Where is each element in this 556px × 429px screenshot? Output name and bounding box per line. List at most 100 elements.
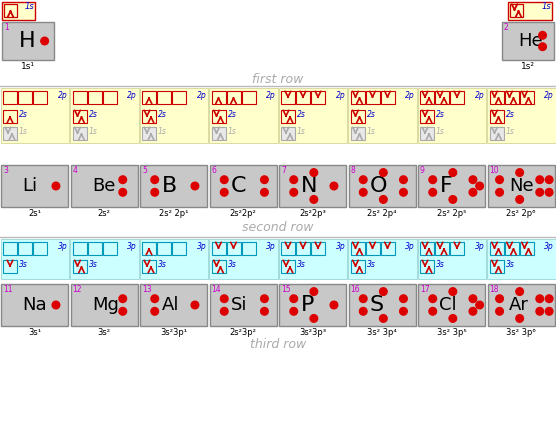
- Bar: [210, 284, 276, 326]
- Bar: [70, 88, 138, 143]
- Bar: [157, 242, 171, 255]
- Bar: [489, 91, 504, 104]
- Text: 3: 3: [3, 166, 8, 175]
- Bar: [72, 260, 87, 273]
- Text: 2p: 2p: [266, 91, 276, 100]
- Circle shape: [400, 188, 407, 196]
- Circle shape: [261, 308, 268, 315]
- Text: 3s: 3s: [88, 260, 97, 269]
- Text: 3s¹: 3s¹: [28, 328, 41, 337]
- Circle shape: [469, 176, 476, 184]
- Text: 3p: 3p: [266, 242, 276, 251]
- Text: 11: 11: [3, 285, 12, 294]
- Text: 14: 14: [211, 285, 221, 294]
- Circle shape: [449, 314, 456, 322]
- Circle shape: [220, 176, 228, 184]
- Text: 1s¹: 1s¹: [21, 62, 35, 71]
- Bar: [450, 91, 464, 104]
- Bar: [504, 242, 519, 255]
- Text: 2s² 2p⁵: 2s² 2p⁵: [437, 209, 466, 218]
- Text: F: F: [439, 176, 452, 196]
- Circle shape: [261, 295, 268, 302]
- Bar: [281, 260, 295, 273]
- Text: 2p: 2p: [336, 91, 345, 100]
- Circle shape: [469, 308, 476, 315]
- Bar: [504, 91, 519, 104]
- Bar: [140, 239, 208, 279]
- Bar: [172, 91, 186, 104]
- Circle shape: [290, 308, 297, 315]
- Bar: [489, 242, 504, 255]
- Circle shape: [536, 188, 544, 196]
- Text: 2p: 2p: [405, 91, 415, 100]
- Text: 1s: 1s: [227, 127, 236, 136]
- Text: 3p: 3p: [197, 242, 206, 251]
- Circle shape: [476, 301, 483, 309]
- Circle shape: [359, 295, 367, 302]
- Bar: [211, 91, 226, 104]
- Bar: [1, 165, 68, 207]
- Text: N: N: [300, 176, 317, 196]
- Text: Be: Be: [92, 177, 115, 195]
- Circle shape: [52, 301, 59, 309]
- Bar: [418, 165, 485, 207]
- Bar: [420, 110, 434, 123]
- Circle shape: [310, 288, 317, 295]
- Bar: [348, 88, 416, 143]
- Bar: [279, 88, 347, 143]
- Circle shape: [220, 295, 228, 302]
- Text: 2s²2p²: 2s²2p²: [230, 209, 256, 218]
- Circle shape: [380, 314, 387, 322]
- Bar: [489, 110, 504, 123]
- Circle shape: [359, 188, 367, 196]
- Text: 1s: 1s: [505, 127, 514, 136]
- Bar: [487, 239, 555, 279]
- Text: 2s: 2s: [158, 110, 167, 119]
- Circle shape: [545, 308, 553, 315]
- Text: 7: 7: [281, 166, 286, 175]
- Text: 2s²: 2s²: [97, 209, 111, 218]
- Bar: [172, 242, 186, 255]
- Text: 2p: 2p: [544, 91, 554, 100]
- Bar: [33, 242, 47, 255]
- Text: Mg: Mg: [92, 296, 119, 314]
- Circle shape: [469, 188, 476, 196]
- Bar: [1, 239, 69, 279]
- Text: 2s: 2s: [88, 110, 97, 119]
- Bar: [211, 127, 226, 140]
- Bar: [435, 91, 449, 104]
- Text: 1s²: 1s²: [521, 62, 535, 71]
- Circle shape: [151, 308, 158, 315]
- Circle shape: [449, 288, 456, 295]
- Bar: [3, 260, 17, 273]
- Text: 13: 13: [142, 285, 152, 294]
- Circle shape: [496, 308, 503, 315]
- Text: P: P: [300, 295, 314, 315]
- Circle shape: [400, 295, 407, 302]
- Bar: [18, 242, 32, 255]
- Bar: [420, 91, 434, 104]
- Bar: [418, 88, 486, 143]
- Bar: [380, 242, 395, 255]
- Text: 1s: 1s: [19, 127, 28, 136]
- Text: 3s: 3s: [297, 260, 306, 269]
- Circle shape: [496, 176, 503, 184]
- Bar: [142, 127, 156, 140]
- Bar: [140, 88, 208, 143]
- Text: 2s² 2p⁴: 2s² 2p⁴: [367, 209, 397, 218]
- Text: S: S: [370, 295, 384, 315]
- Circle shape: [310, 314, 317, 322]
- Circle shape: [516, 288, 523, 295]
- Text: Ne: Ne: [509, 177, 534, 195]
- Text: B: B: [161, 176, 177, 196]
- Bar: [3, 110, 17, 123]
- Bar: [140, 284, 207, 326]
- Circle shape: [429, 295, 436, 302]
- Bar: [3, 242, 17, 255]
- Text: 1s: 1s: [24, 2, 34, 11]
- Text: 3p: 3p: [336, 242, 345, 251]
- Bar: [510, 4, 523, 17]
- Circle shape: [151, 295, 158, 302]
- Text: 4: 4: [72, 166, 77, 175]
- Bar: [348, 239, 416, 279]
